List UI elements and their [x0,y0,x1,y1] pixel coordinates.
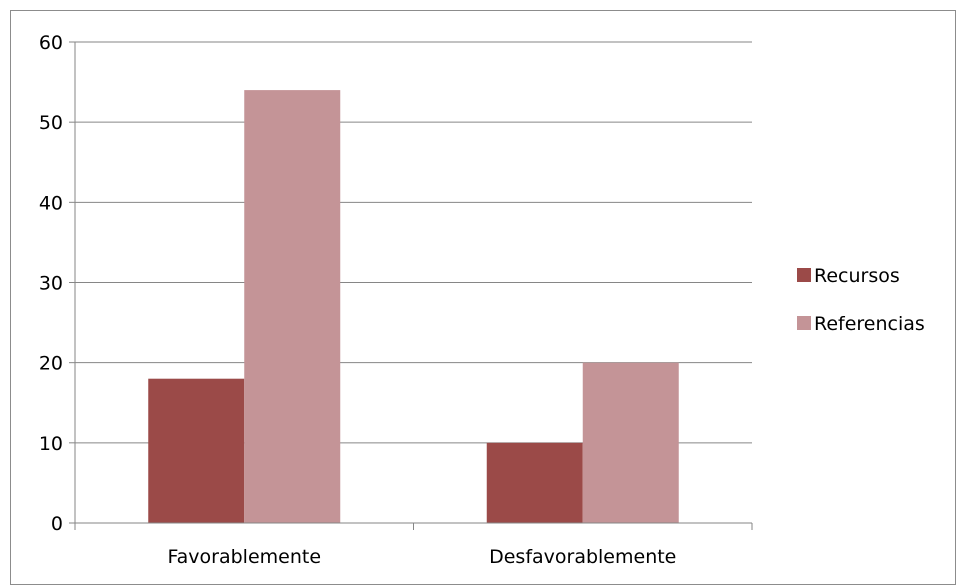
legend: Recursos Referencias [797,265,925,335]
y-tick-label: 30 [39,273,63,295]
bars [148,90,679,523]
y-tick-label: 60 [39,32,63,54]
x-category-label: Desfavorablemente [489,546,676,568]
x-category-label: Favorablemente [167,546,321,568]
y-tick-label: 0 [51,513,63,535]
y-tick-label: 40 [39,192,63,214]
y-tick-label: 20 [39,353,63,375]
legend-swatch-recursos [797,268,811,282]
bar-recursos-desfavorablemente [486,442,583,523]
legend-swatch-referencias [797,316,811,330]
axes [69,41,753,530]
legend-label-recursos: Recursos [814,265,900,287]
bar-recursos-favorablemente [148,378,245,523]
bar-referencias-desfavorablemente [582,362,679,523]
y-tick-labels: 0 10 20 30 40 50 60 [39,32,63,535]
y-tick-label: 50 [39,112,63,134]
bar-referencias-favorablemente [244,90,341,523]
y-tick-label: 10 [39,433,63,455]
legend-label-referencias: Referencias [814,313,925,335]
x-category-labels: Favorablemente Desfavorablemente [167,546,676,568]
